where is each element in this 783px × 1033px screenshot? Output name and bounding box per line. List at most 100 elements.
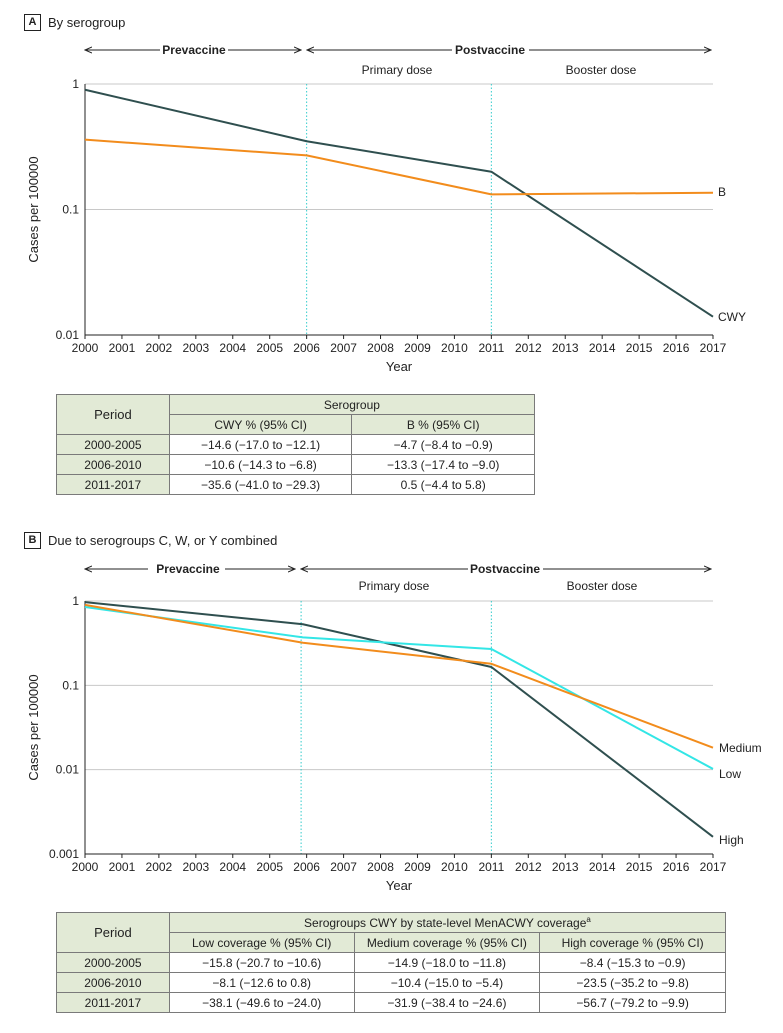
x-tick-label: 2005	[256, 860, 283, 874]
x-tick-label: 2013	[552, 860, 579, 874]
cell: −15.8 (−20.7 to −10.6)	[168, 952, 355, 973]
x-tick-label: 2000	[72, 860, 99, 874]
table-b-period-header: Period	[56, 912, 170, 953]
panel-a-letter: A	[24, 14, 41, 31]
x-tick-label: 2007	[330, 860, 357, 874]
table-row: 2000-2005 −14.6 (−17.0 to −12.1) −4.7 (−…	[56, 434, 535, 455]
x-axis-label: Year	[386, 359, 413, 374]
series-label-b: B	[718, 185, 726, 199]
cell: −56.7 (−79.2 to −9.9)	[539, 992, 726, 1013]
x-tick-label: 2011	[478, 860, 504, 874]
row-period: 2011-2017	[56, 474, 170, 495]
x-tick-label: 2002	[146, 860, 173, 874]
y-tick-label: 0.01	[56, 328, 80, 342]
x-tick-label: 2008	[367, 860, 394, 874]
x-tick-label: 2007	[330, 341, 357, 355]
series-label-medium: Medium	[719, 741, 762, 755]
x-tick-label: 2016	[663, 341, 690, 355]
x-tick-label: 2013	[552, 341, 579, 355]
table-row: 2006-2010 −8.1 (−12.6 to 0.8) −10.4 (−15…	[56, 972, 726, 993]
cell: −31.9 (−38.4 to −24.6)	[353, 992, 541, 1013]
x-tick-label: 2014	[589, 341, 616, 355]
y-tick-label: 0.001	[49, 847, 79, 861]
x-tick-label: 2005	[256, 341, 283, 355]
x-tick-label: 2003	[182, 341, 209, 355]
x-tick-label: 2016	[663, 860, 690, 874]
y-axis-label: Cases per 100000	[26, 674, 41, 780]
row-period: 2011-2017	[56, 992, 170, 1013]
cell: −13.3 (−17.4 to −9.0)	[351, 454, 535, 475]
cell: −8.1 (−12.6 to 0.8)	[168, 972, 355, 993]
prevaccine-label: Prevaccine	[156, 562, 220, 576]
y-tick-label: 0.1	[62, 203, 79, 217]
chart-a: Prevaccine Postvaccine Primary dose Boos…	[26, 43, 746, 374]
prevaccine-label: Prevaccine	[162, 43, 226, 57]
x-tick-label: 2017	[700, 341, 727, 355]
table-a-period-header: Period	[56, 394, 170, 435]
panel-b-title: Due to serogroups C, W, or Y combined	[48, 533, 278, 548]
x-tick-label: 2009	[404, 860, 431, 874]
series-line-cwy	[84, 88, 714, 318]
table-b: Period Serogroups CWY by state-level Men…	[56, 912, 727, 1013]
postvaccine-label: Postvaccine	[455, 43, 525, 57]
row-period: 2006-2010	[56, 454, 170, 475]
x-tick-label: 2004	[219, 341, 246, 355]
series-line-high	[84, 601, 714, 838]
x-tick-label: 2006	[293, 860, 320, 874]
x-tick-label: 2000	[72, 341, 99, 355]
table-b-group-header: Serogroups CWY by state-level MenACWY co…	[168, 912, 727, 933]
table-row: 2000-2005 −15.8 (−20.7 to −10.6) −14.9 (…	[56, 952, 726, 973]
panel-b-heading: B Due to serogroups C, W, or Y combined	[24, 532, 277, 549]
x-tick-label: 2006	[293, 341, 320, 355]
panel-a-title: By serogroup	[48, 15, 126, 30]
x-tick-label: 2001	[109, 860, 136, 874]
x-tick-label: 2002	[146, 341, 173, 355]
x-tick-label: 2011	[478, 341, 504, 355]
series-line-medium	[84, 603, 714, 749]
row-period: 2006-2010	[56, 972, 170, 993]
table-row: 2011-2017 −38.1 (−49.6 to −24.0) −31.9 (…	[56, 992, 726, 1013]
x-axis-label: Year	[386, 878, 413, 893]
panel-b-letter: B	[24, 532, 41, 549]
cell: −14.9 (−18.0 to −11.8)	[353, 952, 541, 973]
primary-dose-label: Primary dose	[362, 63, 433, 77]
plot-a: 0.01 0.1 1 2000 2001 2002 2003 2004 2005 2006 2007…	[26, 77, 727, 374]
table-b-col-header: Low coverage % (95% CI)	[168, 932, 355, 953]
cell: −8.4 (−15.3 to −0.9)	[539, 952, 726, 973]
table-a-col-header: B % (95% CI)	[351, 414, 535, 435]
cell: 0.5 (−4.4 to 5.8)	[351, 474, 535, 495]
cell: −10.4 (−15.0 to −5.4)	[353, 972, 541, 993]
series-line-b	[84, 138, 714, 196]
table-b-group-header-text: Serogroups CWY by state-level MenACWY co…	[304, 916, 587, 930]
y-tick-label: 0.1	[62, 678, 79, 692]
row-period: 2000-2005	[56, 434, 170, 455]
x-tick-label: 2008	[367, 341, 394, 355]
series-label-cwy: CWY	[718, 310, 746, 324]
series-label-low: Low	[719, 767, 741, 781]
y-tick-label: 0.01	[56, 763, 80, 777]
x-tick-label: 2015	[626, 860, 653, 874]
table-a: Period Serogroup CWY % (95% CI) B % (95%…	[56, 394, 536, 495]
table-a-col-header: CWY % (95% CI)	[168, 414, 353, 435]
x-tick-label: 2003	[182, 860, 209, 874]
table-row: 2011-2017 −35.6 (−41.0 to −29.3) 0.5 (−4…	[56, 474, 535, 495]
table-row: 2006-2010 −10.6 (−14.3 to −6.8) −13.3 (−…	[56, 454, 535, 475]
table-a-group-header: Serogroup	[168, 394, 536, 415]
cell: −4.7 (−8.4 to −0.9)	[351, 434, 535, 455]
table-b-col-header: Medium coverage % (95% CI)	[353, 932, 541, 953]
y-tick-label: 1	[72, 77, 79, 91]
series-line-low	[84, 605, 714, 770]
cell: −14.6 (−17.0 to −12.1)	[168, 434, 353, 455]
chart-b: Prevaccine Postvaccine Primary dose Boos…	[26, 562, 762, 893]
cell: −10.6 (−14.3 to −6.8)	[168, 454, 353, 475]
booster-dose-label: Booster dose	[566, 63, 637, 77]
table-b-col-header: High coverage % (95% CI)	[539, 932, 726, 953]
x-tick-label: 2017	[700, 860, 727, 874]
cell: −23.5 (−35.2 to −9.8)	[539, 972, 726, 993]
footnote-marker: a	[586, 915, 591, 924]
x-tick-label: 2010	[441, 341, 468, 355]
booster-dose-label: Booster dose	[567, 579, 638, 593]
plot-b: 0.001 0.01 0.1 1 2000 2001 2002 2003 2004 2005 200…	[26, 594, 727, 893]
y-axis-label: Cases per 100000	[26, 156, 41, 262]
